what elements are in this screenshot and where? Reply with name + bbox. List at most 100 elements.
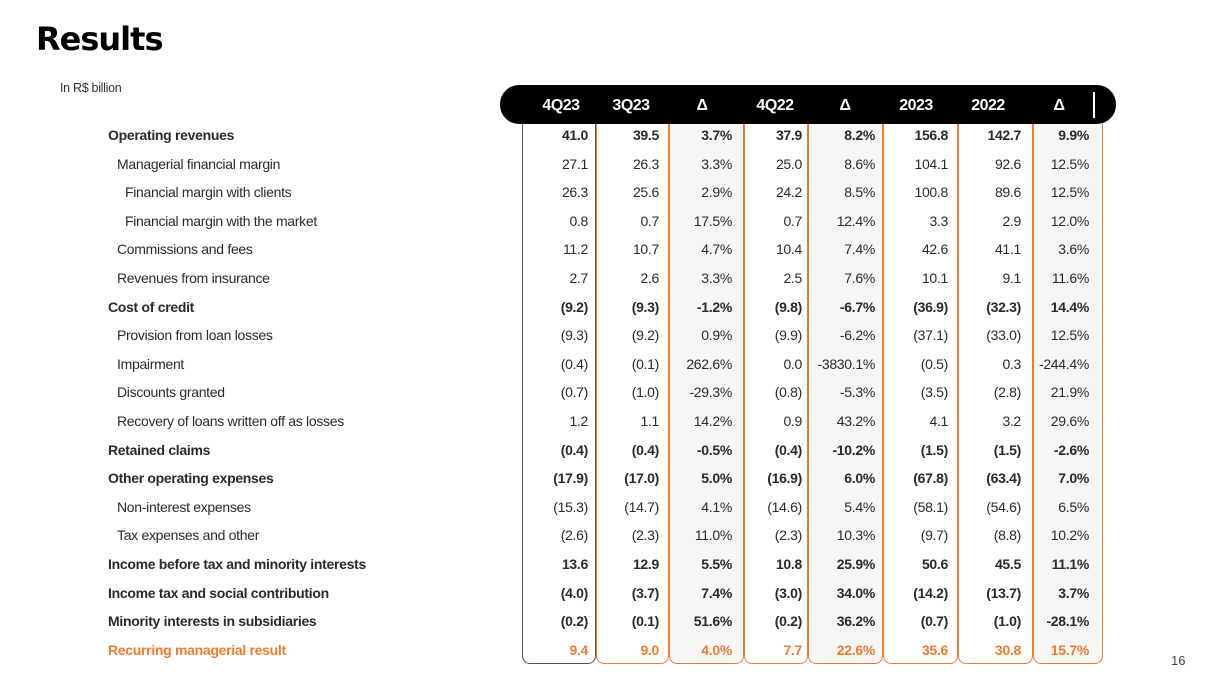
table-cell: -3830.1% [817,355,875,372]
table-cell: (17.9) [553,470,588,487]
table-cell: 25.6 [632,184,659,201]
table-cell: (16.9) [767,470,802,487]
table-cell: (54.6) [986,498,1021,515]
table-cell: 10.3% [836,527,876,544]
table-cell: (1.0) [631,384,660,401]
column-header: Δ [839,97,852,114]
table-cell: (0.5) [920,355,949,372]
table-cell: (2.3) [631,527,660,544]
table-cell: (0.7) [560,384,589,401]
table-cell: 13.6 [561,556,588,572]
table-cell: -2.6% [1053,441,1089,458]
column-header: 4Q22 [756,97,794,114]
table-cell: 2.9 [1002,212,1021,229]
table-cell: -0.5% [696,441,732,458]
table-cell: 27.1 [561,155,588,172]
table-cell: 0.9 [783,413,802,429]
column-header: Δ [1053,97,1066,114]
table-cell: -1.2% [696,298,732,315]
row-label: Operating revenues [108,127,235,143]
table-cell: 6.5% [1058,498,1089,515]
table-cell: -6.7% [839,298,875,315]
table-cell: 26.3 [632,155,659,172]
table-cell: -10.2% [832,441,875,458]
table-cell: 7.0% [1058,470,1089,487]
table-cell: (14.2) [913,584,948,601]
row-label: Commissions and fees [117,241,253,258]
table-cell: 3.3% [701,155,732,172]
table-cell: (4.0) [560,584,589,601]
table-cell: (0.7) [920,613,949,630]
table-cell: 0.7 [783,212,802,229]
table-cell: -29.3% [689,384,732,401]
table-cell: 9.1 [1002,270,1021,286]
table-cell: 0.3 [1002,355,1021,372]
table-cell: (0.1) [631,355,660,372]
table-cell: 14.4% [1050,298,1090,315]
table-cell: (9.7) [920,527,949,544]
table-cell: 5.4% [844,498,875,515]
table-cell: 5.5% [701,556,732,572]
row-label: Recurring managerial result [108,641,286,658]
table-cell: 89.6 [994,184,1021,201]
table-cell: 8.6% [844,155,875,172]
table-cell: 29.6% [1050,413,1090,429]
table-cell: (14.6) [767,498,802,515]
column-box [744,124,808,664]
row-label: Provision from loan losses [117,327,273,344]
table-cell: 1.1 [640,413,659,429]
table-cell: 1.2 [569,413,588,429]
table-cell: 22.6% [836,641,876,658]
table-cell: 10.8 [775,556,802,572]
table-cell: 11.6% [1051,270,1089,286]
table-cell: (0.8) [774,384,803,401]
table-cell: (67.8) [913,470,948,487]
table-cell: 10.1 [921,270,948,286]
table-cell: 7.7 [783,641,802,658]
row-label: Income before tax and minority interests [108,556,366,572]
table-cell: 4.7% [701,241,732,258]
table-cell: (9.2) [560,298,589,315]
table-cell: 3.6% [1058,241,1089,258]
column-header: Δ [696,97,709,114]
table-cell: 7.4% [701,584,732,601]
table-cell: (2.6) [560,527,589,544]
table-cell: (15.3) [553,498,588,515]
table-cell: 42.6 [921,241,948,258]
table-cell: -28.1% [1046,613,1089,630]
row-label: Revenues from insurance [117,270,270,286]
table-cell: 35.6 [921,641,948,658]
table-cell: (36.9) [913,298,948,315]
table-cell: (17.0) [624,470,659,487]
table-cell: (13.7) [986,584,1021,601]
row-label: Financial margin with the market [125,212,317,229]
page-title: Results [36,20,163,58]
table-cell: 0.9% [701,327,732,344]
table-cell: 7.6% [844,270,875,286]
table-cell: 3.2 [1002,413,1021,429]
column-box [522,124,596,664]
table-cell: 4.1 [929,413,948,429]
table-cell: 12.4% [836,212,876,229]
table-cell: (63.4) [986,470,1021,487]
units-subtitle: In R$ billion [60,81,122,95]
table-cell: (9.3) [631,298,660,315]
table-cell: 10.7 [632,241,659,258]
table-cell: 0.7 [640,212,659,229]
column-box [1033,124,1103,664]
table-cell: (9.3) [560,327,589,344]
row-label: Other operating expenses [108,470,274,487]
table-cell: (14.7) [624,498,659,515]
row-label: Recovery of loans written off as losses [117,413,344,429]
column-header: 2023 [899,97,933,114]
table-cell: 11.2 [562,241,588,258]
table-cell: 41.1 [994,241,1021,258]
row-label: Impairment [117,355,185,372]
table-cell: -5.3% [839,384,875,401]
table-cell: 43.2% [836,413,876,429]
table-cell: 15.7% [1050,641,1090,658]
table-cell: (8.8) [993,527,1022,544]
table-cell: 21.9% [1050,384,1090,401]
column-header: 2022 [971,97,1005,114]
table-cell: 3.3% [701,270,732,286]
